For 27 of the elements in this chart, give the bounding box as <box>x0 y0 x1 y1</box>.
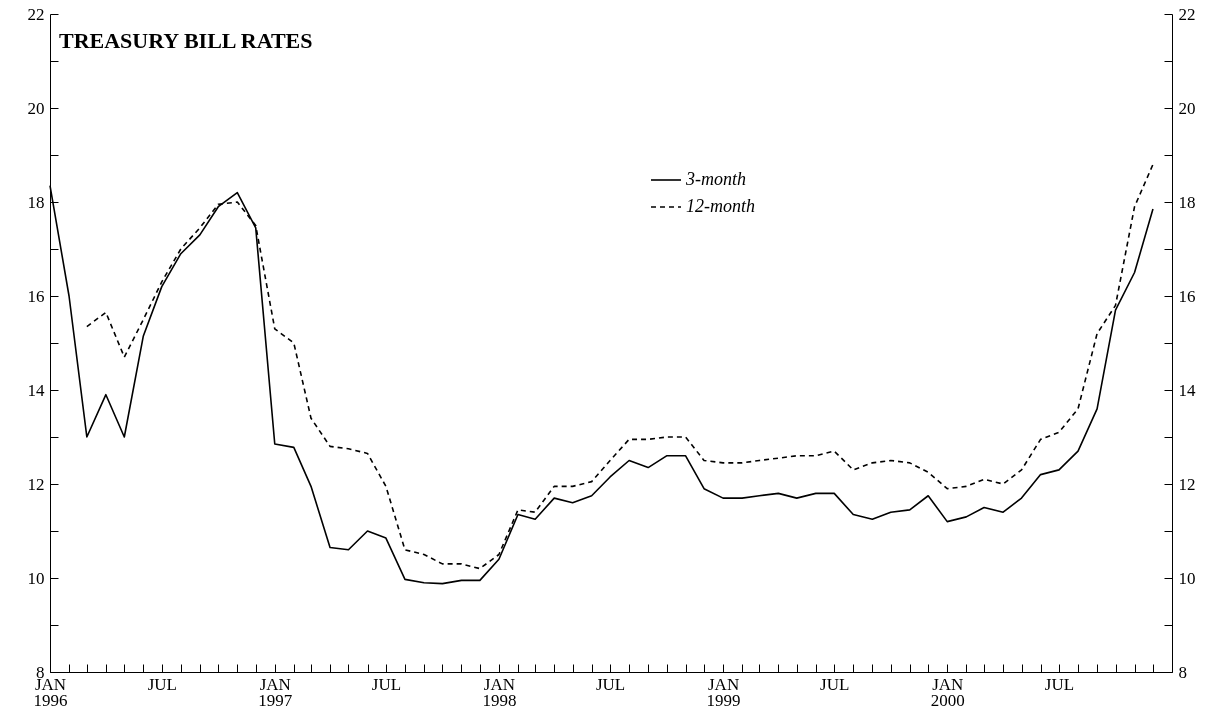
y-tick-label: 10 <box>27 568 45 588</box>
y2-tick-label: 18 <box>1178 192 1196 212</box>
x-tick-label: JUL <box>147 674 177 694</box>
legend-label: 12-month <box>686 196 755 216</box>
x-tick-label: JAN 1998 <box>482 674 517 710</box>
y-tick-label: 16 <box>27 286 45 306</box>
y-tick-label: 20 <box>27 98 45 118</box>
y-tick-label: 12 <box>27 474 45 494</box>
y2-tick-label: 22 <box>1178 4 1196 24</box>
x-tick-label: JUL <box>1044 674 1075 694</box>
y-tick-label: 18 <box>27 192 45 212</box>
y2-tick-label: 10 <box>1178 568 1196 588</box>
x-tick-label: JAN 2000 <box>930 674 965 710</box>
x-tick-label: JAN 1997 <box>258 674 293 710</box>
x-tick-label: JAN 1999 <box>706 674 741 710</box>
y2-tick-label: 8 <box>1178 662 1187 682</box>
x-tick-label: JUL <box>595 674 626 694</box>
x-tick-label: JUL <box>820 674 850 694</box>
y2-tick-label: 14 <box>1178 380 1196 400</box>
text: TREASURY BILL RATES <box>59 28 313 53</box>
y2-tick-label: 16 <box>1178 286 1196 306</box>
legend-label: 3-month <box>685 169 746 189</box>
y-tick-label: 14 <box>27 380 45 400</box>
y-tick-label: 22 <box>27 4 45 24</box>
y2-tick-label: 12 <box>1178 474 1196 494</box>
x-tick-label: JUL <box>371 674 402 694</box>
y2-tick-label: 20 <box>1178 98 1196 118</box>
